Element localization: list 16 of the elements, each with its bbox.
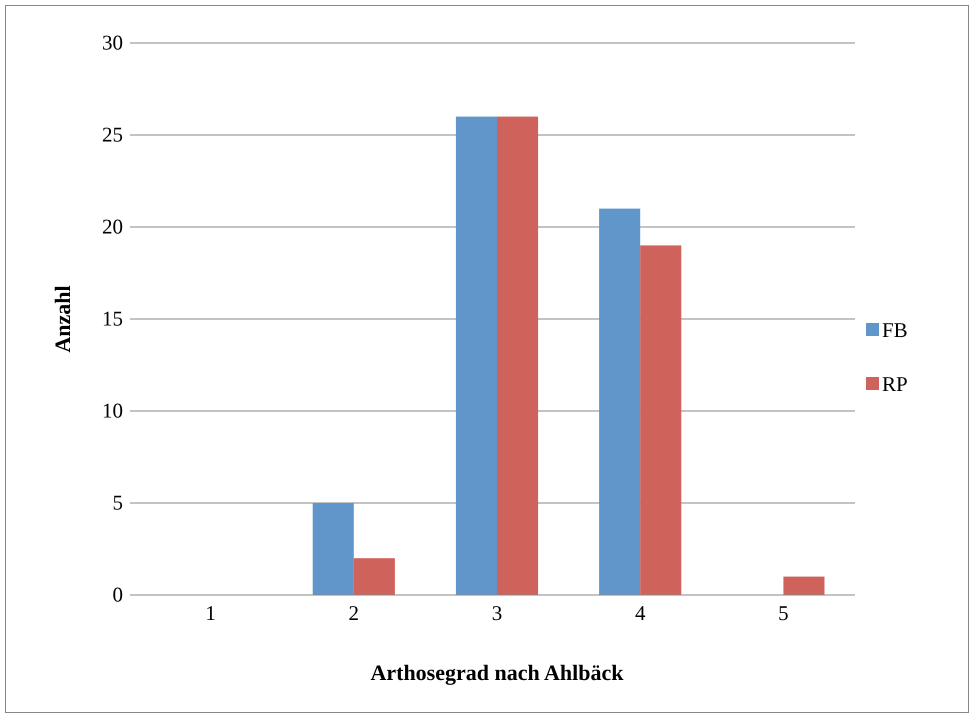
x-tick-label: 3 (492, 601, 502, 625)
x-tick-label: 5 (778, 601, 789, 625)
y-tick-label: 30 (102, 30, 123, 55)
y-tick-label: 0 (112, 582, 123, 607)
x-axis-title: Arthosegrad nach Ahlbäck (370, 660, 624, 685)
y-tick-label: 15 (102, 306, 123, 331)
x-tick-label: 1 (205, 601, 216, 625)
legend-label: RP (882, 372, 908, 396)
x-tick-label: 2 (348, 601, 360, 625)
x-tick-label: 4 (634, 601, 646, 625)
y-tick-label: 20 (102, 214, 123, 239)
y-tick-label: 5 (112, 490, 123, 515)
y-axis-title: Anzahl (50, 285, 75, 353)
y-tick-label: 10 (102, 398, 123, 423)
legend-label: FB (882, 318, 908, 342)
y-tick-label: 25 (102, 122, 123, 147)
